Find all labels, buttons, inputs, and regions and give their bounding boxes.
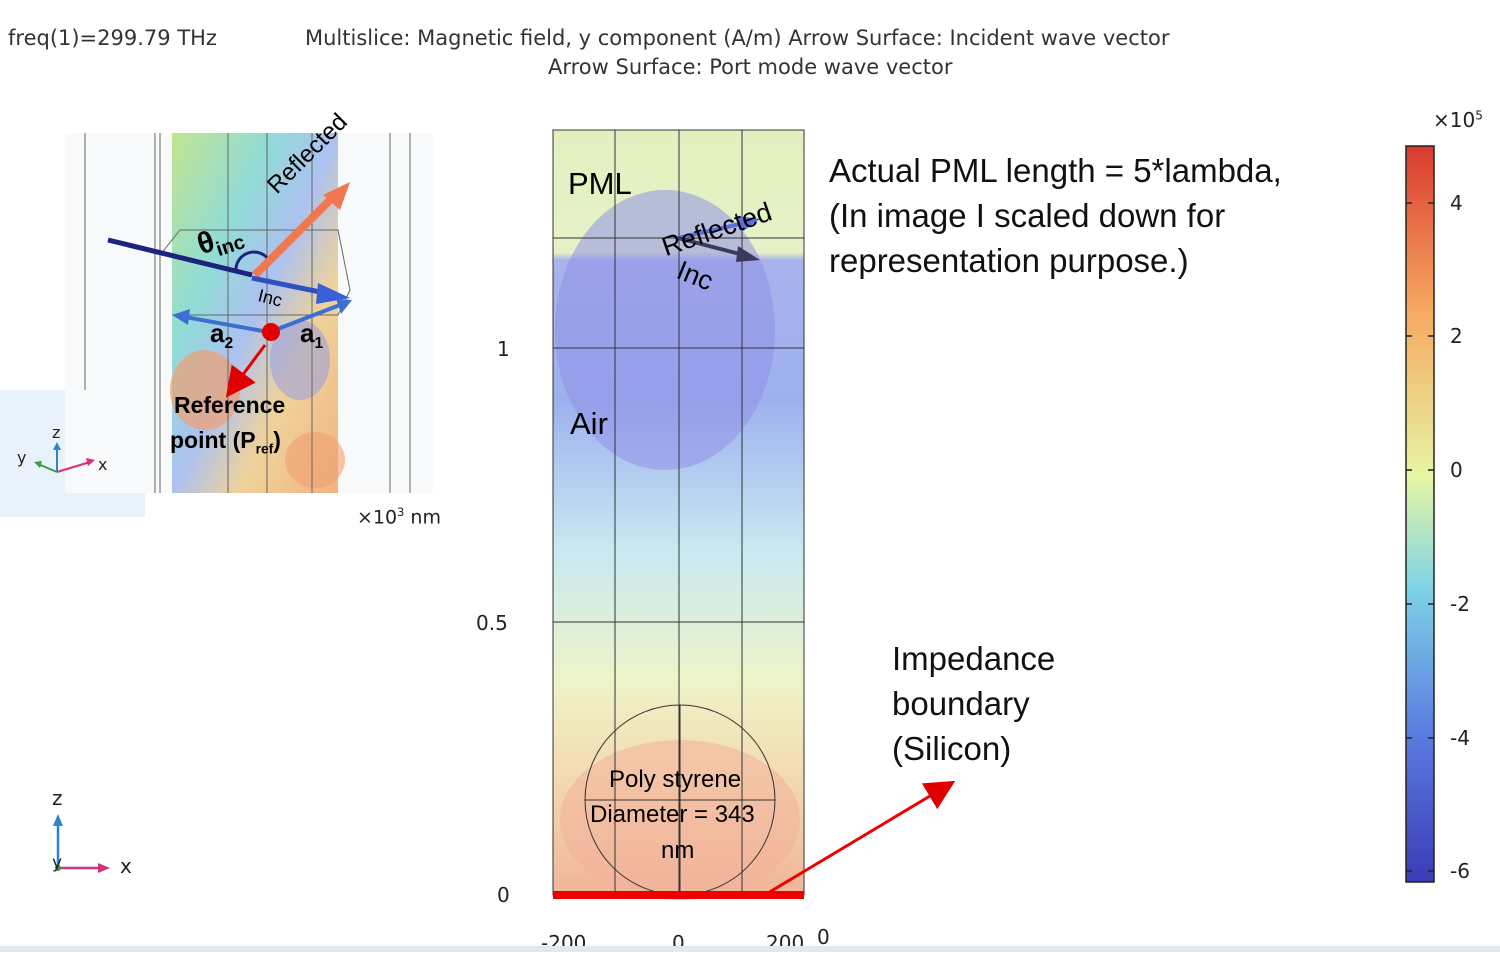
triad-small-x: x xyxy=(98,455,108,474)
y-tick-label: 0.5 xyxy=(476,611,508,635)
reference-point-label-line-2: point (Pref) xyxy=(170,427,281,457)
triad-large-z: z xyxy=(52,786,63,810)
reference-point-label-line-1: Reference xyxy=(174,392,286,418)
window-bottom-edge xyxy=(0,946,1500,952)
pml-note-line-2: (In image I scaled down for xyxy=(829,197,1226,234)
y-tick-label: 0 xyxy=(497,883,510,907)
impedance-note-line-2: boundary xyxy=(892,685,1030,722)
colorbar-tick-label: 0 xyxy=(1450,458,1463,482)
a2-label: a2 xyxy=(210,318,234,353)
colorbar xyxy=(1405,145,1435,883)
triad-small-y: y xyxy=(17,448,27,467)
colorbar-multiplier: ×105 xyxy=(1433,108,1483,132)
plot-title-line-2: Arrow Surface: Port mode wave vector xyxy=(548,55,953,79)
triad-large-y: y xyxy=(52,853,63,873)
x-tick-label: 0 xyxy=(817,925,830,949)
pml-label: PML xyxy=(568,166,632,201)
colorbar-tick-label: 4 xyxy=(1450,191,1463,215)
triad-large-x: x xyxy=(120,854,132,878)
colorbar-tick-label: -4 xyxy=(1450,726,1470,750)
colorbar-tick-label: -6 xyxy=(1450,859,1470,883)
sphere-label-line-2: Diameter = 343 xyxy=(590,801,755,828)
inset-3d-view xyxy=(65,133,433,493)
sphere-label-line-3: nm xyxy=(661,837,695,864)
triad-small-z: z xyxy=(52,423,61,442)
inset-unit-label: ×103 nm xyxy=(357,505,441,529)
pml-note-line-1: Actual PML length = 5*lambda, xyxy=(829,152,1282,189)
impedance-note-line-1: Impedance xyxy=(892,640,1056,677)
y-tick-label: 1 xyxy=(497,337,510,361)
colorbar-tick-label: 2 xyxy=(1450,324,1463,348)
sphere-label-line-1: Poly styrene xyxy=(609,766,742,793)
air-label: Air xyxy=(570,406,608,441)
axes-triad-large xyxy=(53,814,110,873)
simulation-domain xyxy=(552,129,956,900)
plot-title-line-1: Multislice: Magnetic field, y component … xyxy=(305,26,1170,50)
a1-label: a1 xyxy=(300,318,324,353)
axes-triad-small xyxy=(34,442,95,473)
colorbar-tick-label: -2 xyxy=(1450,592,1470,616)
impedance-note-line-3: (Silicon) xyxy=(892,730,1012,767)
frequency-label: freq(1)=299.79 THz xyxy=(8,26,217,50)
pml-note-line-3: representation purpose.) xyxy=(829,242,1189,279)
